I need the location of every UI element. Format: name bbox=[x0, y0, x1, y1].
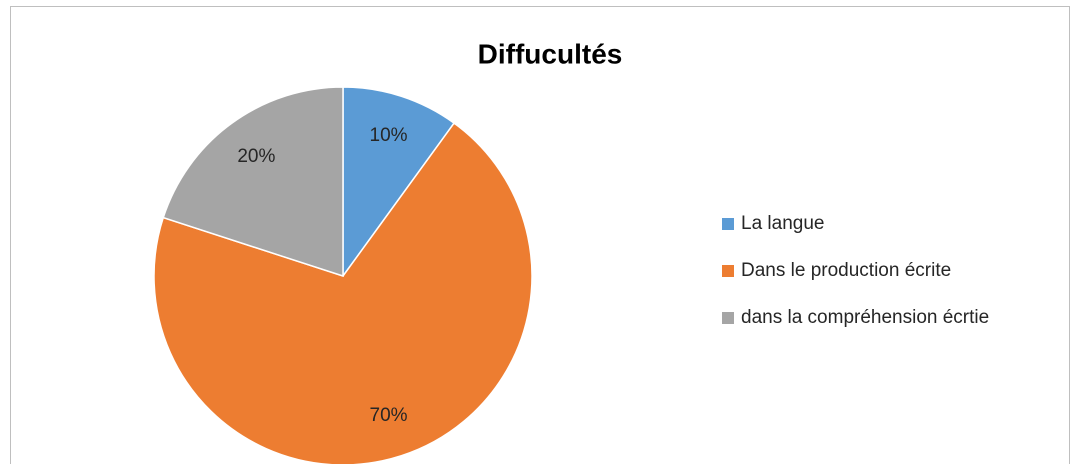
chart-title: Diffucultés bbox=[478, 38, 623, 69]
data-label: 20% bbox=[237, 146, 275, 167]
data-label: 10% bbox=[370, 125, 408, 146]
legend-label: La langue bbox=[741, 213, 824, 234]
legend-swatch bbox=[722, 312, 734, 324]
legend-swatch bbox=[722, 265, 734, 277]
legend-label: Dans le production écrite bbox=[741, 260, 951, 281]
legend-label: dans la compréhension écrtie bbox=[741, 307, 989, 328]
data-label: 70% bbox=[370, 405, 408, 426]
pie-slice bbox=[162, 86, 344, 278]
pie-slice bbox=[342, 86, 456, 279]
pie-slice bbox=[153, 122, 533, 464]
legend-swatch bbox=[722, 218, 734, 230]
